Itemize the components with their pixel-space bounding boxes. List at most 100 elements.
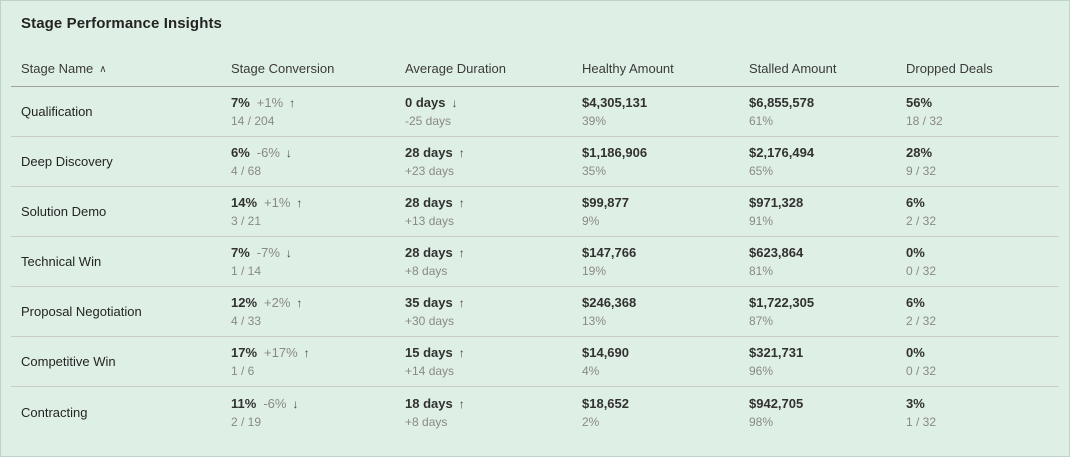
table-row[interactable]: Solution Demo 14% +1% ↑ 3 / 21 28 days ↑ +1… [11,187,1059,237]
healthy-detail: 4% [582,364,600,378]
dropped-value: 6% [906,195,925,210]
healthy-value: $147,766 [582,245,637,260]
stalled-detail: 61% [749,114,774,128]
table-row[interactable]: Proposal Negotiation 12% +2% ↑ 4 / 33 35 d… [11,287,1059,337]
dropped-detail: 1 / 32 [906,414,937,429]
healthy-detail: 2% [582,414,600,429]
dropped-value: 56% [906,95,933,110]
stage-conversion-cell: 14% +1% ↑ 3 / 21 [221,195,395,228]
duration-trend-arrow-icon: ↑ [458,146,465,160]
dropped-deals-cell: 0% 0 / 32 [896,245,1059,278]
table-row[interactable]: Qualification 7% +1% ↑ 14 / 204 0 days ↓ -2… [11,87,1059,137]
duration-trend-arrow-icon: ↑ [458,246,465,260]
dropped-detail: 2 / 32 [906,314,937,328]
stalled-amount-cell: $321,731 96% [739,345,896,378]
stage-name-cell: Contracting [21,404,88,420]
average-duration-cell: 15 days ↑ +14 days [395,345,572,378]
healthy-value: $14,690 [582,345,629,360]
column-header-stage-conversion[interactable]: Stage Conversion [231,61,335,76]
page-title: Stage Performance Insights [21,15,222,32]
dropped-value: 6% [906,295,925,310]
dropped-deals-cell: 0% 0 / 32 [896,345,1059,378]
table-row[interactable]: Technical Win 7% -7% ↓ 1 / 14 28 days ↑ +8 … [11,237,1059,287]
table-body: Qualification 7% +1% ↑ 14 / 204 0 days ↓ -2… [1,87,1069,437]
stalled-detail: 98% [749,414,774,429]
stage-name-cell: Technical Win [21,254,102,269]
healthy-detail: 19% [582,264,607,278]
duration-detail: -25 days [405,114,452,128]
conversion-value: 6% [231,145,250,160]
stalled-value: $2,176,494 [749,145,815,160]
dropped-deals-cell: 6% 2 / 32 [896,295,1059,328]
conversion-delta: -6% [256,145,280,160]
conversion-trend-arrow-icon: ↑ [296,296,303,310]
stage-conversion-cell: 12% +2% ↑ 4 / 33 [221,295,395,328]
healthy-detail: 39% [582,114,607,128]
sort-ascending-icon: ∧ [99,64,107,75]
stalled-value: $942,705 [749,395,804,411]
stalled-amount-cell: $6,855,578 61% [739,95,896,128]
conversion-trend-arrow-icon: ↑ [303,346,310,360]
healthy-amount-cell: $246,368 13% [572,295,739,328]
healthy-value: $99,877 [582,195,629,210]
duration-value: 15 days [405,345,453,360]
conversion-trend-arrow-icon: ↑ [289,96,296,110]
stalled-amount-cell: $971,328 91% [739,195,896,228]
conversion-delta: +1% [256,95,284,110]
duration-trend-arrow-icon: ↑ [458,396,465,411]
column-header-dropped-deals[interactable]: Dropped Deals [906,61,993,76]
column-header-stage-name[interactable]: Stage Name ∧ [11,61,221,76]
conversion-detail: 3 / 21 [231,214,262,228]
duration-trend-arrow-icon: ↑ [458,196,465,210]
healthy-detail: 9% [582,214,600,228]
average-duration-cell: 0 days ↓ -25 days [395,95,572,128]
duration-trend-arrow-icon: ↓ [451,96,458,110]
duration-detail: +13 days [405,214,455,228]
conversion-value: 17% [231,345,258,360]
stalled-amount-cell: $623,864 81% [739,245,896,278]
healthy-amount-cell: $1,186,906 35% [572,145,739,178]
conversion-detail: 4 / 68 [231,164,262,178]
column-header-average-duration[interactable]: Average Duration [405,61,506,76]
dropped-deals-cell: 28% 9 / 32 [896,145,1059,178]
dropped-value: 0% [906,245,925,260]
conversion-delta: -7% [256,245,280,260]
healthy-amount-cell: $14,690 4% [572,345,739,378]
stage-conversion-cell: 7% -7% ↓ 1 / 14 [221,245,395,278]
average-duration-cell: 35 days ↑ +30 days [395,295,572,328]
dropped-value: 0% [906,345,925,360]
duration-value: 28 days [405,195,453,210]
healthy-amount-cell: $147,766 19% [572,245,739,278]
column-header-healthy-amount[interactable]: Healthy Amount [582,61,674,76]
duration-value: 28 days [405,245,453,260]
column-header-stalled-amount[interactable]: Stalled Amount [749,61,837,76]
healthy-amount-cell: $4,305,131 39% [572,95,739,128]
stage-name-cell: Proposal Negotiation [21,304,142,319]
table-row[interactable]: Contracting 11% -6% ↓ 2 / 19 18 days ↑ +8 d… [11,387,1059,437]
stalled-value: $971,328 [749,195,804,210]
healthy-detail: 35% [582,164,607,178]
average-duration-cell: 28 days ↑ +8 days [395,245,572,278]
stage-conversion-cell: 11% -6% ↓ 2 / 19 [221,396,395,429]
stalled-value: $1,722,305 [749,295,815,310]
conversion-value: 7% [231,95,250,110]
duration-detail: +14 days [405,364,455,378]
duration-detail: +23 days [405,164,455,178]
dropped-detail: 0 / 32 [906,264,937,278]
table-row[interactable]: Competitive Win 17% +17% ↑ 1 / 6 15 days ↑ … [11,337,1059,387]
conversion-delta: +2% [264,295,291,310]
stage-name-cell: Deep Discovery [21,154,113,169]
conversion-value: 14% [231,195,258,210]
duration-trend-arrow-icon: ↑ [458,296,465,310]
conversion-detail: 1 / 6 [231,364,255,378]
duration-value: 28 days [405,145,453,160]
conversion-trend-arrow-icon: ↓ [285,146,292,160]
healthy-amount-cell: $18,652 2% [572,396,739,429]
stage-name-cell: Solution Demo [21,204,107,219]
conversion-value: 11% [231,395,257,411]
conversion-trend-arrow-icon: ↓ [285,246,292,260]
table-row[interactable]: Deep Discovery 6% -6% ↓ 4 / 68 28 days ↑ +2… [11,137,1059,187]
conversion-delta: +1% [264,195,291,210]
column-header-stage-name-label: Stage Name [21,61,94,76]
